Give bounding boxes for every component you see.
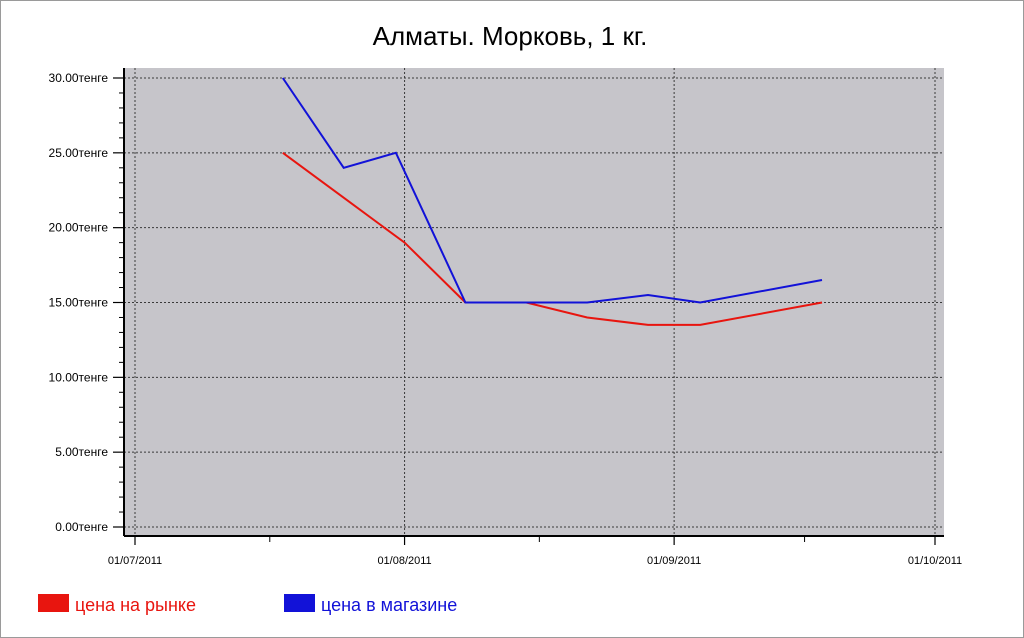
x-tick-label: 01/08/2011 xyxy=(377,555,431,567)
x-tick-label: 01/10/2011 xyxy=(908,555,962,567)
legend-swatch xyxy=(38,594,69,612)
y-tick-label: 0.00тенге xyxy=(55,520,108,534)
x-tick-label: 01/07/2011 xyxy=(108,555,162,567)
y-tick-label: 5.00тенге xyxy=(55,445,108,459)
series-line-2 xyxy=(281,77,823,304)
y-tick-label: 10.00тенге xyxy=(49,370,109,384)
legend-label: цена в магазине xyxy=(321,595,457,615)
y-tick-label: 25.00тенге xyxy=(49,146,109,160)
y-tick-label: 20.00тенге xyxy=(49,221,109,235)
y-tick-label: 30.00тенге xyxy=(49,71,109,85)
x-tick-label: 01/09/2011 xyxy=(647,555,701,567)
series-lines xyxy=(281,77,823,326)
legend: цена на рынке цена в магазине xyxy=(38,594,457,615)
x-axis-ticks: 01/07/2011 01/08/2011 01/09/2011 01/10/2011 xyxy=(108,536,962,567)
legend-label: цена на рынке xyxy=(75,595,196,615)
legend-swatch xyxy=(284,594,315,612)
y-tick-label: 15.00тенге xyxy=(49,296,109,310)
chart-title: Алматы. Морковь, 1 кг. xyxy=(373,21,648,51)
y-axis-ticks: 0.00тенге 5.00тенге 10.00тенге 15.00тенге 20… xyxy=(49,71,124,534)
